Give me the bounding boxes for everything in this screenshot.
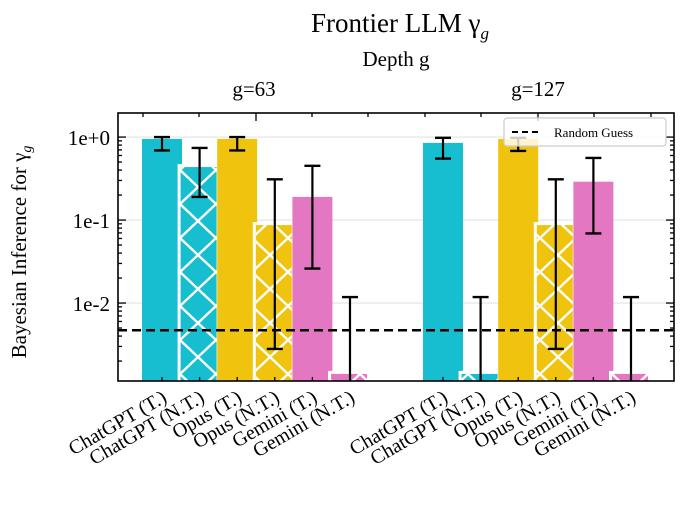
legend-box xyxy=(503,117,667,147)
plot-frame xyxy=(117,112,675,382)
axes: 1e+0 1e-1 1e-2 xyxy=(68,112,675,382)
legend: Random Guess xyxy=(503,117,667,147)
legend-label: Random Guess xyxy=(554,125,633,140)
group-label-0: g=63 xyxy=(232,77,275,101)
y-axis-label: Bayesian Inference for γg xyxy=(7,146,35,359)
x-tick-labels: ChatGPT (T.)ChatGPT (N.T.)Opus (T.)Opus … xyxy=(65,386,640,469)
bar xyxy=(142,138,182,381)
bars xyxy=(142,138,651,381)
group-label-1: g=127 xyxy=(511,77,565,101)
bar xyxy=(217,138,258,381)
y-tick-label: 1e+0 xyxy=(68,126,110,150)
chart-title: Frontier LLM γg xyxy=(311,8,489,43)
y-tick-label: 1e-1 xyxy=(73,209,110,233)
bar xyxy=(423,142,463,381)
y-tick-label: 1e-2 xyxy=(73,292,110,316)
bar-hatch xyxy=(180,167,217,381)
top-axis-label: Depth g xyxy=(362,47,430,71)
bar xyxy=(498,138,539,381)
